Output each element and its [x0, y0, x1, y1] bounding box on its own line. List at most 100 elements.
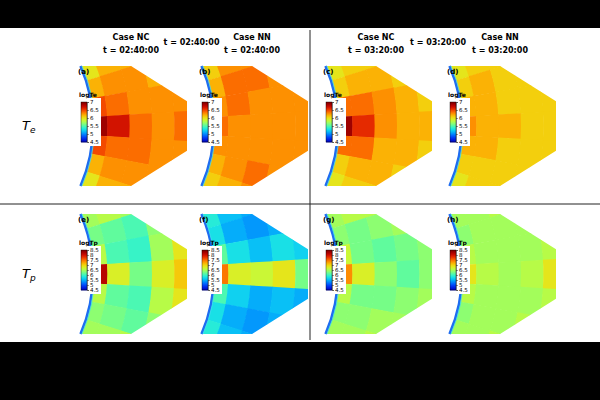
colorbar-segment — [450, 277, 456, 278]
colorbar-segment — [450, 136, 456, 137]
heatmap-cell — [112, 330, 142, 362]
colorbar-segment — [326, 284, 332, 285]
heatmap-cells — [441, 11, 589, 242]
heatmap-cell — [291, 227, 317, 260]
colorbar-segment — [202, 266, 208, 267]
heatmap-cell — [291, 140, 317, 173]
heatmap-cell — [511, 204, 540, 236]
colorbar-tick-mark — [208, 275, 210, 276]
colorbar-segment — [326, 136, 332, 137]
heatmap-cell — [170, 140, 196, 173]
colorbar-segment — [326, 105, 332, 106]
colorbar-segment — [450, 119, 456, 120]
colorbar-tick-mark — [87, 280, 89, 281]
heatmap-cell — [495, 285, 521, 313]
colorbar-tick-mark — [456, 255, 458, 256]
colorbar-segment — [81, 273, 87, 274]
group-time: t = 03:20:00 — [410, 38, 466, 47]
colorbar-segment — [202, 261, 208, 262]
heatmap-cells — [317, 11, 465, 242]
heatmap-cell — [242, 211, 270, 241]
colorbar-tick: 8.5 — [456, 247, 468, 253]
solar-limb — [201, 214, 214, 334]
heatmap-cell — [129, 113, 152, 139]
colorbar-segment — [81, 138, 87, 139]
panel: (h)logTp4.555.566.577.588.5 — [441, 159, 589, 390]
heatmap-cell — [113, 187, 143, 218]
colorbar-segment — [202, 138, 208, 139]
colorbar-segment — [81, 132, 87, 133]
page-background — [0, 28, 600, 342]
colorbar-segment — [202, 110, 208, 111]
colorbar-segment — [450, 255, 456, 256]
colorbar-tick-label: 6.5 — [459, 107, 468, 113]
heatmap-cell — [284, 316, 314, 351]
colorbar-segment — [202, 274, 208, 275]
colorbar-segment — [202, 128, 208, 129]
colorbar-segment — [81, 251, 87, 252]
colorbar-axis-line — [88, 103, 90, 143]
heatmap-cell — [121, 63, 149, 93]
row-label: Tp — [22, 266, 36, 283]
colorbar-segment — [450, 124, 456, 125]
colorbar-segment — [326, 107, 332, 108]
heatmap-cell — [173, 351, 206, 390]
colorbar-segment — [450, 131, 456, 132]
colorbar-segment — [202, 284, 208, 285]
colorbar-tick: 6 — [332, 115, 339, 121]
colorbar-segment — [81, 127, 87, 128]
colorbar-tick-mark — [87, 250, 89, 251]
heatmap-cell — [152, 260, 175, 289]
heatmap-cell — [496, 88, 522, 116]
colorbar-segment — [450, 267, 456, 268]
colorbar-segment — [202, 259, 208, 260]
colorbar-segment — [81, 115, 87, 116]
colorbar-tick-mark — [87, 260, 89, 261]
colorbar-segment — [202, 123, 208, 124]
panel: (f)logTp4.555.566.577.588.5 — [193, 159, 341, 390]
colorbar-segment — [202, 122, 208, 123]
colorbar-segment — [81, 259, 87, 260]
colorbar-segment — [326, 114, 332, 115]
colorbar-segment — [81, 278, 87, 279]
colorbar-tick-label: 6.5 — [335, 107, 344, 113]
colorbar-segment — [450, 282, 456, 283]
colorbar-segment — [450, 276, 456, 277]
colorbar-segment — [450, 107, 456, 108]
column-time: t = 02:40:00 — [224, 46, 280, 55]
column-case: Case NC — [113, 33, 150, 42]
heatmap-cell — [248, 88, 274, 116]
heatmap-cell — [233, 330, 263, 362]
heatmap-cell — [226, 240, 251, 265]
colorbar-label: logTe — [448, 91, 466, 99]
heatmap-cell — [263, 312, 292, 344]
colorbar-segment — [202, 258, 208, 259]
heatmap-cell — [490, 63, 518, 93]
panel: (b)logTe4.555.566.57 — [193, 11, 341, 242]
heatmap-cell — [387, 56, 416, 88]
colorbar-segment — [81, 136, 87, 137]
colorbar-segment — [202, 269, 208, 270]
heatmap-cell — [233, 182, 263, 214]
heatmap-cell — [490, 211, 518, 241]
colorbar-gradient — [326, 250, 332, 290]
heatmap-cell — [482, 39, 512, 70]
colorbar-segment — [202, 115, 208, 116]
colorbar-segment — [450, 139, 456, 140]
colorbar-tick: 7 — [87, 99, 94, 105]
heatmap-cell — [517, 232, 543, 262]
heatmap-cell — [419, 110, 442, 142]
column-time: t = 03:20:00 — [472, 46, 528, 55]
colorbar-segment — [326, 122, 332, 123]
colorbar-tick-mark — [456, 280, 458, 281]
colorbar-tick-mark — [208, 142, 210, 143]
colorbar-tick-label: 8.5 — [459, 247, 468, 253]
colorbar-axis: 4.555.566.577.588.5 — [332, 247, 344, 293]
heatmap-cell — [366, 211, 394, 241]
group-time: t = 02:40:00 — [164, 38, 220, 47]
heatmap-cell — [476, 263, 499, 287]
colorbar-segment — [450, 281, 456, 282]
colorbar-segment — [450, 120, 456, 121]
heatmap-cell — [273, 260, 296, 289]
colorbar-segment — [202, 276, 208, 277]
